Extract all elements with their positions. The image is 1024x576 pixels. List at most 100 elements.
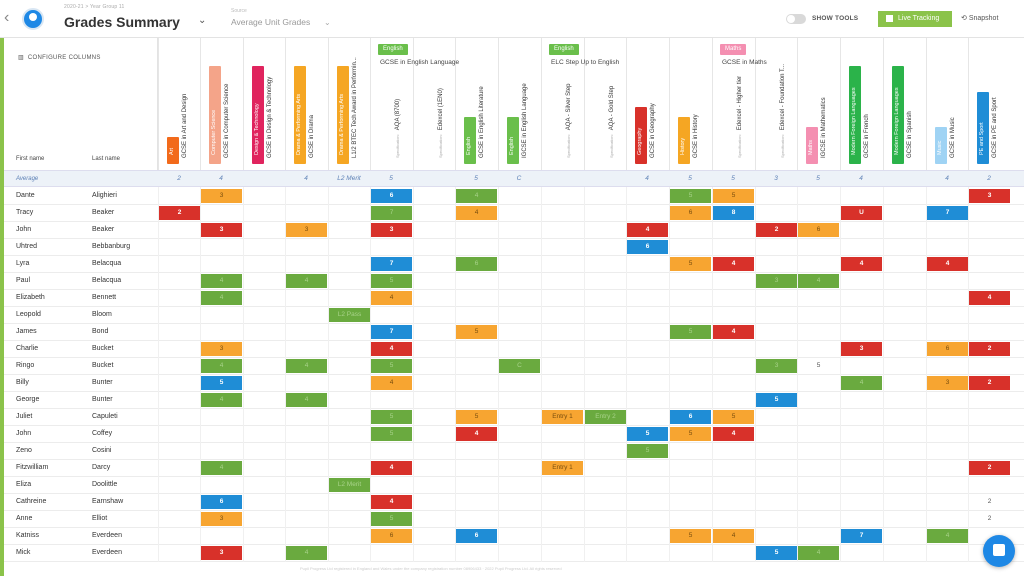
grade-cell[interactable]: 2 xyxy=(756,223,797,237)
grade-cell[interactable]: 4 xyxy=(841,376,882,390)
grade-cell[interactable]: 6 xyxy=(371,189,412,203)
grade-cell[interactable]: 4 xyxy=(371,376,412,390)
grade-cell[interactable]: 4 xyxy=(927,529,968,543)
column-header[interactable]: Specification:AQA (8700) xyxy=(370,38,412,170)
student-row[interactable]: Lyra Belacqua 7 6 5 4 4 4 xyxy=(4,256,1024,273)
back-chevron-icon[interactable]: ‹ xyxy=(4,9,10,26)
grade-cell[interactable]: 5 xyxy=(670,427,711,441)
student-row[interactable]: Eliza Doolittle L2 Merit xyxy=(4,477,1024,494)
grade-cell[interactable]: 5 xyxy=(201,376,242,390)
grade-cell[interactable]: 3 xyxy=(201,342,242,356)
student-row[interactable]: Billy Bunter 5 4 4 3 2 xyxy=(4,375,1024,392)
column-header[interactable]: Drama & Performing Arts L1/2 BTEC Tech Aw… xyxy=(328,38,370,170)
grade-cell[interactable]: 4 xyxy=(713,427,754,441)
grade-cell[interactable]: 4 xyxy=(456,189,497,203)
grade-cell[interactable]: 4 xyxy=(286,274,327,288)
chat-icon[interactable] xyxy=(983,535,1015,567)
grade-cell[interactable]: 3 xyxy=(756,359,797,373)
column-header[interactable]: English IGCSE in English Language xyxy=(498,38,540,170)
column-header[interactable]: Geography GCSE in Geography xyxy=(626,38,668,170)
grade-cell[interactable]: 5 xyxy=(456,325,497,339)
column-header[interactable]: English GCSE in English Literature xyxy=(455,38,497,170)
student-row[interactable]: John Coffey 5 4 5 5 4 xyxy=(4,426,1024,443)
grade-cell[interactable]: 2 xyxy=(987,515,992,522)
column-header[interactable]: Art GCSE in Art and Design xyxy=(158,38,200,170)
student-row[interactable]: Cathreine Earnshaw 6 4 2 xyxy=(4,494,1024,511)
grade-cell[interactable]: 5 xyxy=(756,546,797,560)
grade-cell[interactable]: 5 xyxy=(627,427,668,441)
configure-columns-button[interactable]: ▥ CONFIGURE COLUMNS xyxy=(18,55,101,61)
student-row[interactable]: Dante Alighieri 3 6 4 5 5 3 xyxy=(4,188,1024,205)
first-name-header[interactable]: First name xyxy=(16,156,45,162)
column-header[interactable]: Specification:AQA - Silver Step xyxy=(541,38,583,170)
column-header[interactable]: Maths IGCSE in Mathematics xyxy=(797,38,839,170)
grade-cell[interactable]: 4 xyxy=(841,257,882,271)
grade-cell[interactable]: 5 xyxy=(371,274,412,288)
grade-cell[interactable]: 4 xyxy=(286,546,327,560)
show-tools-toggle[interactable] xyxy=(786,14,806,24)
column-header[interactable]: Modern Foreign Languages GCSE in French xyxy=(840,38,882,170)
student-row[interactable]: Uhtred Bebbanburg 6 xyxy=(4,239,1024,256)
grade-cell[interactable]: 4 xyxy=(201,359,242,373)
grade-cell[interactable]: 5 xyxy=(713,189,754,203)
grade-cell[interactable]: 3 xyxy=(969,189,1010,203)
grade-cell[interactable]: C xyxy=(499,359,540,373)
grade-cell[interactable]: 2 xyxy=(159,206,200,220)
chevron-down-icon[interactable]: ⌄ xyxy=(198,15,207,26)
grade-cell[interactable]: 6 xyxy=(670,410,711,424)
grade-cell[interactable]: 3 xyxy=(841,342,882,356)
grade-cell[interactable]: 4 xyxy=(371,461,412,475)
last-name-header[interactable]: Last name xyxy=(92,156,121,162)
grade-cell[interactable]: 4 xyxy=(456,206,497,220)
grade-cell[interactable]: 5 xyxy=(371,512,412,526)
grade-cell[interactable]: 5 xyxy=(816,362,821,369)
grade-cell[interactable]: 5 xyxy=(670,189,711,203)
grade-cell[interactable]: 6 xyxy=(371,529,412,543)
grade-cell[interactable]: Entry 2 xyxy=(585,410,626,424)
student-row[interactable]: Anne Elliot 3 5 2 xyxy=(4,511,1024,528)
student-row[interactable]: John Beaker 3 3 3 4 2 6 xyxy=(4,222,1024,239)
grade-cell[interactable]: L2 Merit xyxy=(329,478,370,492)
grade-cell[interactable]: 7 xyxy=(371,325,412,339)
grade-cell[interactable]: 6 xyxy=(627,240,668,254)
grade-cell[interactable]: 4 xyxy=(798,546,839,560)
grade-cell[interactable]: 2 xyxy=(969,461,1010,475)
grade-cell[interactable]: 6 xyxy=(670,206,711,220)
grade-cell[interactable]: 2 xyxy=(969,342,1010,356)
column-header[interactable]: PE and Sport GCSE in PE and Sport xyxy=(968,38,1010,170)
grade-cell[interactable]: 4 xyxy=(456,427,497,441)
grade-cell[interactable]: 7 xyxy=(371,257,412,271)
student-row[interactable]: Zeno Cosini 5 xyxy=(4,443,1024,460)
grade-cell[interactable]: Entry 1 xyxy=(542,410,583,424)
grade-cell[interactable]: 3 xyxy=(286,223,327,237)
student-row[interactable]: Leopold Bloom L2 Pass xyxy=(4,307,1024,324)
grade-cell[interactable]: 4 xyxy=(201,274,242,288)
grade-cell[interactable]: 5 xyxy=(713,410,754,424)
grade-cell[interactable]: 6 xyxy=(201,495,242,509)
student-row[interactable]: Katniss Everdeen 6 6 5 4 7 4 xyxy=(4,528,1024,545)
column-header[interactable]: Computer Science GCSE in Computer Science xyxy=(200,38,242,170)
grade-cell[interactable]: 4 xyxy=(713,325,754,339)
grade-cell[interactable]: 5 xyxy=(371,359,412,373)
student-row[interactable]: Charlie Bucket 3 4 3 6 2 xyxy=(4,341,1024,358)
student-row[interactable]: George Bunter 4 4 5 xyxy=(4,392,1024,409)
grade-cell[interactable]: 5 xyxy=(371,427,412,441)
grade-cell[interactable]: 6 xyxy=(456,257,497,271)
grade-cell[interactable]: 3 xyxy=(756,274,797,288)
grade-cell[interactable]: 2 xyxy=(969,376,1010,390)
grade-cell[interactable]: 5 xyxy=(670,529,711,543)
grade-cell[interactable]: 7 xyxy=(927,206,968,220)
grade-cell[interactable]: L2 Pass xyxy=(329,308,370,322)
source-chevron-icon[interactable]: ⌄ xyxy=(324,18,331,27)
student-row[interactable]: Fitzwilliam Darcy 4 4 Entry 1 2 xyxy=(4,460,1024,477)
live-tracking-button[interactable]: Live Tracking xyxy=(878,11,952,27)
grade-cell[interactable]: 4 xyxy=(286,359,327,373)
student-row[interactable]: James Bond 7 5 5 4 xyxy=(4,324,1024,341)
grade-cell[interactable]: 4 xyxy=(927,257,968,271)
grade-cell[interactable]: 7 xyxy=(841,529,882,543)
grade-cell[interactable]: 3 xyxy=(371,223,412,237)
grade-cell[interactable]: 4 xyxy=(286,393,327,407)
column-header[interactable]: Specification:AQA - Gold Step xyxy=(584,38,626,170)
student-row[interactable]: Paul Belacqua 4 4 5 3 4 xyxy=(4,273,1024,290)
